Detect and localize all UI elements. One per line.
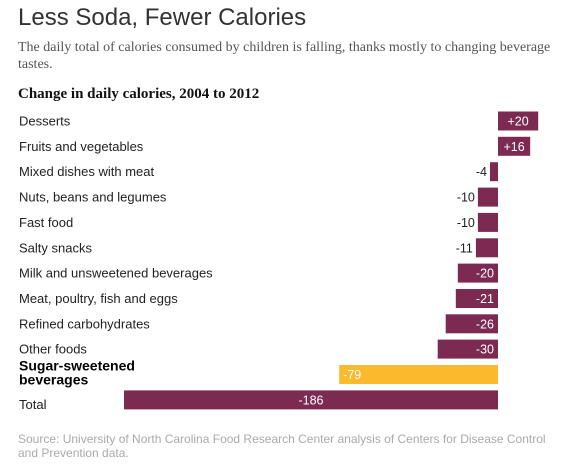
value-label-milk-and-unsweetened-beverages: -20 — [476, 267, 494, 281]
value-label-mixed-dishes-with-meat: -4 — [476, 165, 487, 179]
source-note: Source: University of North Carolina Foo… — [18, 432, 546, 460]
category-label-mixed-dishes-with-meat: Mixed dishes with meat — [19, 164, 154, 179]
category-label-refined-carbohydrates: Refined carbohydrates — [19, 316, 150, 331]
bar-sugar-sweetened-beverages — [339, 365, 498, 384]
bar-chart: Desserts +20 Fruits and vegetables +16 Mixed… — [19, 111, 539, 412]
category-label-desserts: Desserts — [19, 114, 71, 129]
value-label-fast-food: -10 — [457, 216, 475, 230]
value-label-other-foods: -30 — [476, 343, 494, 357]
bar-salty-snacks — [475, 238, 498, 258]
bar-other-foods — [437, 339, 498, 359]
bar-fast-food — [477, 212, 498, 232]
category-label-nuts-beans-and-legumes: Nuts, beans and legumes — [19, 190, 167, 205]
value-label-fruits-and-vegetables: +16 — [503, 140, 524, 154]
value-label-total: -186 — [298, 393, 323, 407]
bar-refined-carbohydrates — [445, 314, 498, 334]
value-label-nuts-beans-and-legumes: -10 — [457, 191, 475, 205]
category-label-salty-snacks: Salty snacks — [19, 240, 92, 255]
value-label-salty-snacks: -11 — [456, 241, 473, 255]
bar-nuts-beans-and-legumes — [477, 187, 498, 207]
bar-mixed-dishes-with-meat — [490, 162, 498, 182]
category-label-sugar-sweetened-beverages: Sugar-sweetened beverages — [19, 358, 135, 388]
category-label-milk-and-unsweetened-beverages: Milk and unsweetened beverages — [19, 266, 213, 281]
category-label-fast-food: Fast food — [19, 215, 73, 230]
bar-desserts — [498, 111, 539, 131]
bar-total — [124, 390, 498, 410]
value-label-meat-poultry-fish-and-eggs: -21 — [476, 292, 494, 306]
value-label-refined-carbohydrates: -26 — [476, 317, 494, 331]
bar-meat-poultry-fish-and-eggs — [455, 289, 498, 308]
category-label-meat-poultry-fish-and-eggs: Meat, poultry, fish and eggs — [19, 291, 178, 306]
value-label-desserts: +20 — [507, 115, 528, 129]
bar-fruits-and-vegetables — [498, 136, 531, 156]
value-label-sugar-sweetened-beverages: -79 — [343, 368, 361, 382]
category-label-other-foods: Other foods — [19, 342, 87, 357]
category-label-fruits-and-vegetables: Fruits and vegetables — [19, 139, 144, 154]
chart-title: Less Soda, Fewer Calories — [18, 4, 307, 31]
chart-heading: Change in daily calories, 2004 to 2012 — [18, 86, 260, 102]
chart-subtitle: The daily total of calories consumed by … — [18, 40, 551, 72]
bar-milk-and-unsweetened-beverages — [457, 263, 498, 283]
category-label-total: Total — [19, 397, 47, 412]
